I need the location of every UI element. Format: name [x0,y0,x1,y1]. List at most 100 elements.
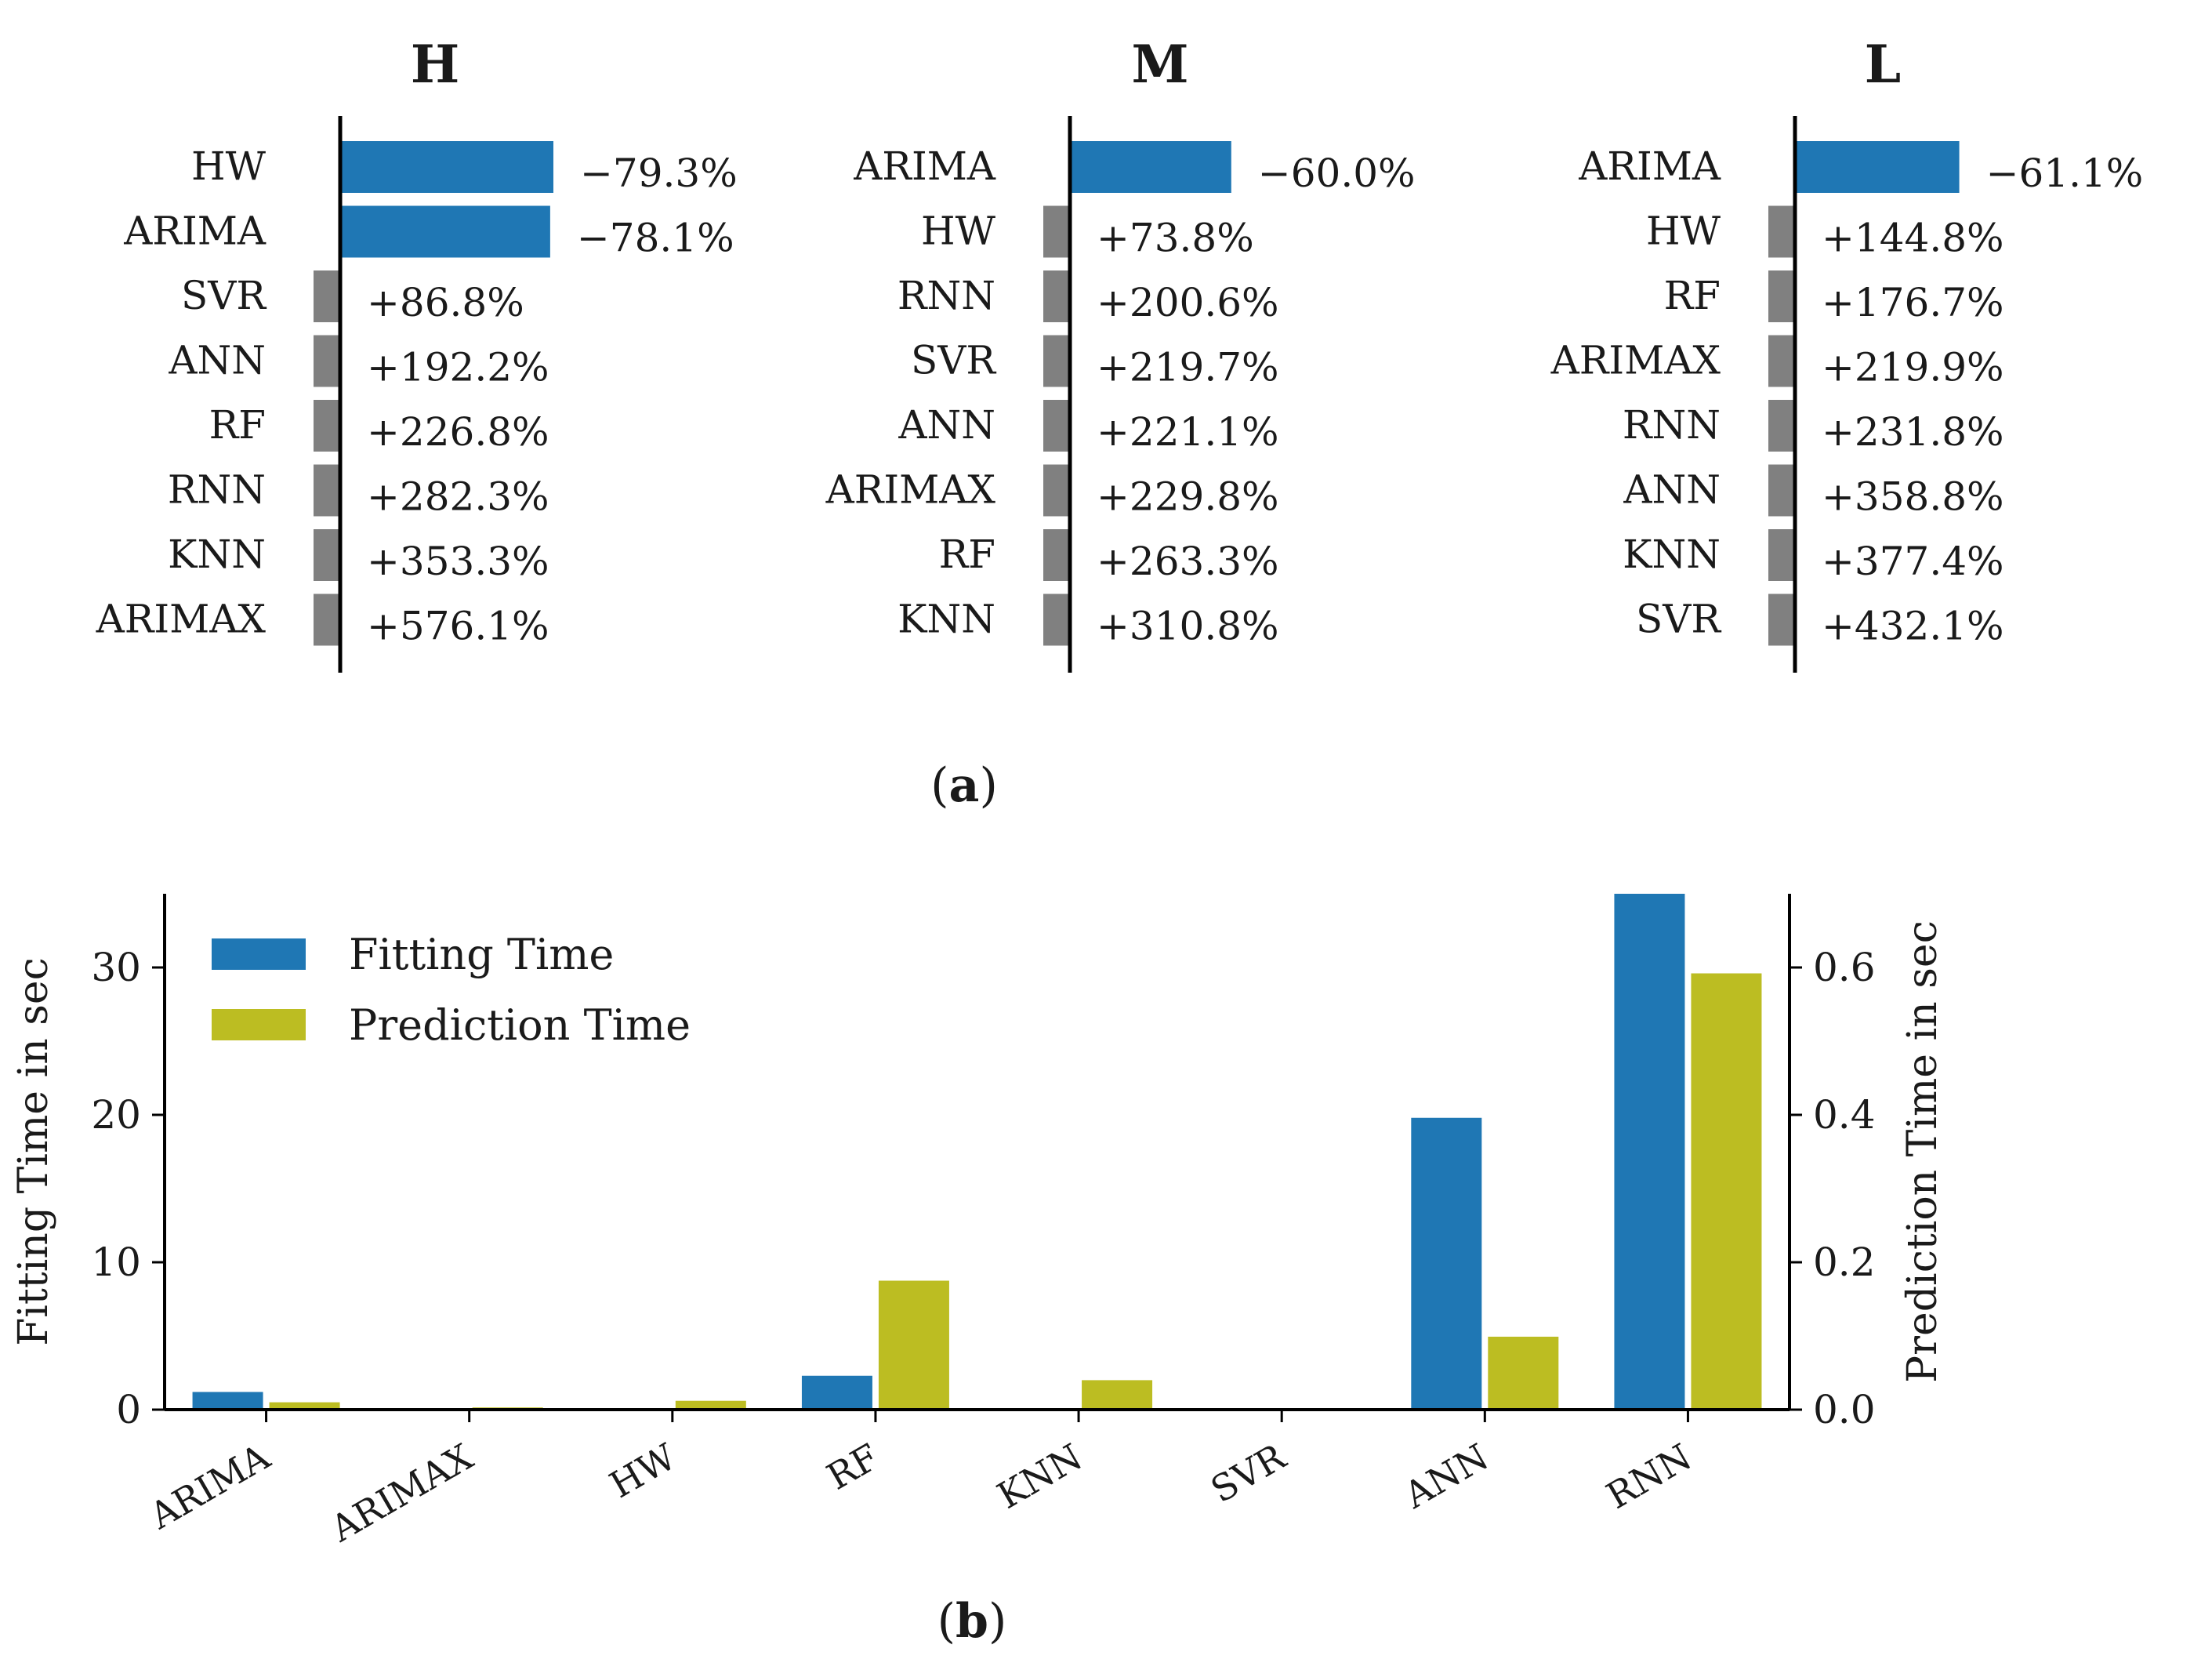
value-label: +73.8% [1097,216,1254,261]
value-label: +432.1% [1822,604,2004,649]
x-tick-label: KNN [990,1436,1089,1517]
category-label: RF [209,402,266,448]
legend-label-prediction: Prediction Time [349,1000,691,1050]
category-label: RNN [897,273,995,318]
value-label: +219.9% [1822,345,2004,390]
legend-swatch-prediction [212,1009,306,1040]
value-label: −79.3% [580,151,738,196]
value-label: −60.0% [1258,151,1416,196]
value-label: +576.1% [367,604,549,649]
bar-hw [340,141,553,193]
category-label: ARIMAX [1550,338,1721,383]
prediction-bar-ann [1488,1336,1559,1410]
bar-rnn [1768,400,1795,452]
x-tick-label: RNN [1599,1436,1699,1517]
bar-svr [1768,593,1795,646]
category-label: RF [1664,273,1721,318]
category-label: ANN [1623,467,1721,513]
panel-a-caption: (a) [930,758,998,813]
category-label: HW [1646,209,1721,254]
category-label: KNN [168,532,266,577]
legend: Fitting Time Prediction Time [212,930,691,1050]
bar-ann [1043,400,1070,452]
bar-rf [314,400,340,452]
bar-knn [314,529,340,581]
ranking-chart-h: H HW −79.3% ARIMA −78.1% SVR +86.8% ANN +192.2% R… [96,34,738,673]
value-label: −61.1% [1986,151,2144,196]
panel-a: H HW −79.3% ARIMA −78.1% SVR +86.8% ANN +192.2% R… [96,34,2144,673]
category-label: HW [921,209,996,254]
value-label: +144.8% [1822,216,2004,261]
category-label: ARIMA [123,209,267,254]
bar-arimax [314,593,340,646]
fitting-bar-ann [1411,1117,1482,1410]
legend-swatch-fitting [212,938,306,970]
category-label: ARIMA [1578,143,1721,189]
legend-label-fitting: Fitting Time [349,930,614,979]
category-label: ARIMA [853,143,996,189]
y-tick-label: 20 [91,1092,141,1138]
y-tick-label: 30 [91,945,141,990]
y-tick-label: 10 [91,1240,141,1285]
value-label: +310.8% [1097,604,1279,649]
category-label: SVR [181,273,267,318]
y2-tick-label: 0.4 [1813,1092,1876,1138]
x-tick-label: HW [603,1435,684,1506]
category-label: KNN [897,597,995,642]
value-label: +282.3% [367,474,549,520]
y2-axis-label: Prediction Time in sec [1899,920,1946,1383]
category-label: KNN [1623,532,1721,577]
category-label: SVR [911,338,996,383]
bar-hw [1768,205,1795,258]
fitting-bar-rnn [1614,894,1685,1410]
bar-ann [1768,464,1795,517]
bar-knn [1768,529,1795,581]
bar-arimax [1768,335,1795,387]
bar-svr [314,270,340,322]
prediction-bar-arima [269,1402,340,1410]
value-label: +176.7% [1822,280,2004,325]
bar-ann [314,335,340,387]
value-label: +86.8% [367,280,524,325]
prediction-bar-hw [675,1400,746,1410]
chart-title-m: M [1131,34,1188,95]
category-label: RNN [1623,402,1721,448]
y2-tick-label: 0.6 [1813,945,1876,990]
value-label: −78.1% [577,216,734,261]
x-tick-label: ARIMAX [323,1436,480,1551]
category-label: ARIMAX [96,597,267,642]
bar-rnn [1043,270,1070,322]
x-tick-label: SVR [1204,1435,1293,1511]
category-label: HW [191,143,267,189]
bar-arimax [1043,464,1070,517]
category-label: RNN [168,467,266,513]
ranking-chart-m: M ARIMA −60.0% HW +73.8% RNN +200.6% SVR +219.7%… [825,34,1416,673]
y2-tick-label: 0.2 [1813,1240,1876,1285]
bar-arima [1070,141,1231,193]
bar-arima [1795,141,1960,193]
category-label: ARIMAX [825,467,996,513]
bar-knn [1043,593,1070,646]
panel-b: ARIMA ARIMAX HW RF KNN SVR ANN RNN 0 10 20 30 0.0 0.2… [10,894,1946,1551]
value-label: +358.8% [1822,474,2004,520]
bar-arima [340,205,550,258]
value-label: +221.1% [1097,409,1279,455]
value-label: +231.8% [1822,409,2004,455]
bar-rf [1768,270,1795,322]
value-label: +192.2% [367,345,549,390]
category-label: ANN [168,338,266,383]
value-label: +226.8% [367,409,549,455]
category-label: ANN [897,402,995,448]
x-tick-label: ANN [1396,1436,1495,1517]
value-label: +353.3% [367,539,549,584]
prediction-bar-rf [878,1280,949,1410]
fitting-bar-arima [192,1392,263,1410]
ranking-chart-l: L ARIMA −61.1% HW +144.8% RF +176.7% ARIMAX +219… [1550,34,2144,673]
value-label: +229.8% [1097,474,1279,520]
bar-hw [1043,205,1070,258]
bar-rf [1043,529,1070,581]
x-tick-label: ARIMA [142,1435,277,1537]
prediction-bar-rnn [1691,973,1762,1410]
prediction-bar-knn [1082,1380,1153,1410]
